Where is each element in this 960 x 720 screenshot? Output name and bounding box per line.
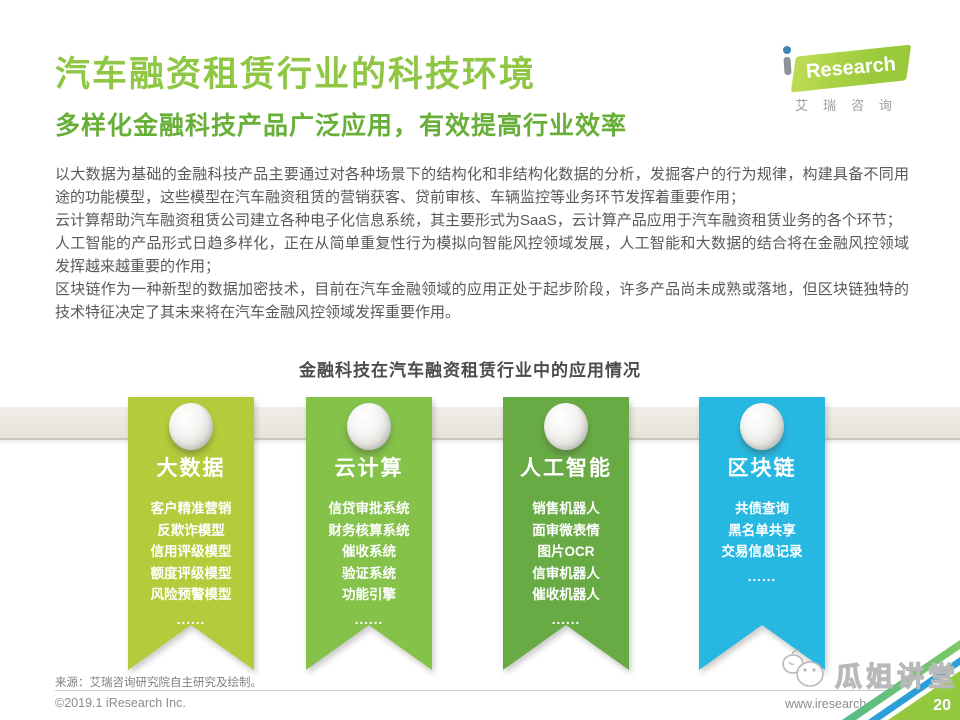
watermark-text: 瓜姐讲堂 [834,661,959,692]
ribbon-item-list: 共债查询 黑名单共享 交易信息记录 ...... [699,498,825,587]
ribbon-item: 信审机器人 [532,565,600,581]
logo-green-shape: Research [790,44,912,93]
pin-sphere-icon [169,403,213,450]
logo-i-dot-icon [783,46,791,54]
corner-decoration [840,638,960,720]
pin-sphere-icon [740,403,784,450]
page-title: 汽车融资租赁行业的科技环境 [55,55,537,94]
ribbon-item: 验证系统 [342,565,396,581]
ribbon-item: 催收机器人 [532,587,600,602]
ribbon-item: 财务核算系统 [328,522,410,538]
ribbon-item: 黑名单共享 [728,522,796,538]
ribbon-item: 交易信息记录 [721,544,803,559]
page-number: 20 [933,697,951,714]
ribbon-blockchain: 区块链 共债查询 黑名单共享 交易信息记录 ...... [699,397,825,670]
ribbon-item-list: 信贷审批系统 财务核算系统 催收系统 验证系统 功能引擎 ...... [306,498,432,630]
ribbon-item-list: 客户精准营销 反欺诈模型 信用评级模型 额度评级模型 风险预警模型 ...... [128,498,254,630]
ribbon-item-ellipsis: ...... [176,611,206,627]
logo-chinese-name: 艾瑞咨询 [795,98,908,113]
page-subtitle: 多样化金融科技产品广泛应用，有效提高行业效率 [55,112,628,140]
ribbon-title: 区块链 [727,457,797,480]
logo-i-stem-icon [783,56,792,76]
ribbon-item: 反欺诈模型 [157,522,225,538]
ribbon-item: 共债查询 [735,501,789,516]
ribbon-title: 人工智能 [520,457,612,480]
ribbon-item-ellipsis: ...... [354,611,384,627]
ribbon-item: 销售机器人 [532,501,600,516]
footer-divider [55,690,930,691]
logo-wordmark: Research [805,53,897,83]
ribbon-item: 风险预警模型 [150,587,232,602]
source-note: 来源：艾瑞咨询研究院自主研究及绘制。 [55,677,262,689]
ribbon-title: 云计算 [334,457,404,480]
copyright-text: ©2019.1 iResearch Inc. [55,696,186,710]
ribbon-item-list: 销售机器人 面审微表情 图片OCR 信审机器人 催收机器人 ...... [503,498,629,630]
ribbon-bigdata: 大数据 客户精准营销 反欺诈模型 信用评级模型 额度评级模型 风险预警模型 ..… [128,397,254,670]
paragraph-ai: 人工智能的产品形式日趋多样化，正在从简单重复性行为模拟向智能风控领域发展，人工智… [55,235,909,275]
ribbon-item: 额度评级模型 [150,565,232,581]
pin-sphere-icon [544,403,588,450]
ribbon-item-ellipsis: ...... [551,611,581,627]
ribbon-item: 催收系统 [342,544,396,559]
paragraph-bigdata: 以大数据为基础的金融科技产品主要通过对各种场景下的结构化和非结构化数据的分析，发… [55,166,909,206]
figure-title: 金融科技在汽车融资租赁行业中的应用情况 [299,361,641,380]
paragraph-cloud: 云计算帮助汽车融资租赁公司建立各种电子化信息系统，其主要形式为SaaS，云计算产… [55,212,902,229]
ribbon-cloud: 云计算 信贷审批系统 财务核算系统 催收系统 验证系统 功能引擎 ...... [306,397,432,670]
ribbon-item-ellipsis: ...... [747,568,777,584]
ribbon-item: 功能引擎 [342,587,396,602]
ribbon-item: 信贷审批系统 [328,501,410,516]
body-text: 以大数据为基础的金融科技产品主要通过对各种场景下的结构化和非结构化数据的分析，发… [55,163,909,324]
iresearch-logo: Research 艾瑞咨询 [777,42,922,114]
melon-doodle-icon [782,649,824,687]
paragraph-blockchain: 区块链作为一种新型的数据加密技术，目前在汽车金融领域的应用正处于起步阶段，许多产… [55,281,909,321]
ribbon-title: 大数据 [156,457,226,480]
ribbon-ai: 人工智能 销售机器人 面审微表情 图片OCR 信审机器人 催收机器人 .....… [503,397,629,670]
ribbon-item: 信用评级模型 [150,544,232,559]
ribbon-item: 图片OCR [537,544,595,559]
ribbon-item: 客户精准营销 [150,501,232,516]
pin-sphere-icon [347,403,391,450]
ribbon-item: 面审微表情 [532,522,600,538]
